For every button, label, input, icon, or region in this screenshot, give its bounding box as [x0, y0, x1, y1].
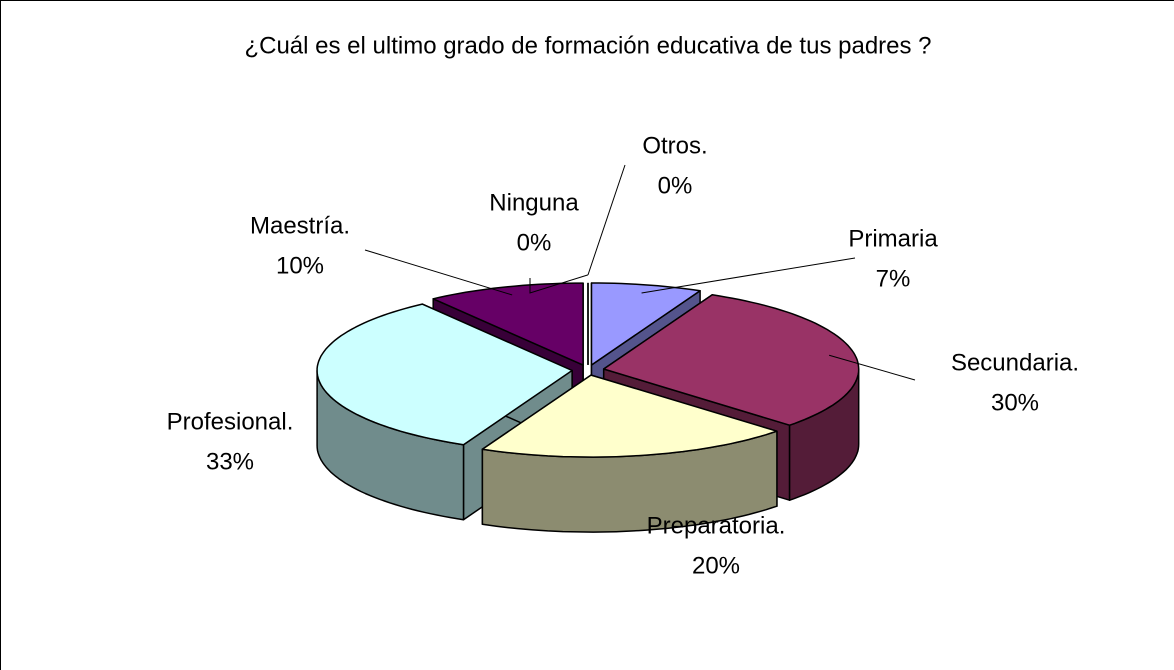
chart-title: ¿Cuál es el ultimo grado de formación ed… [244, 32, 931, 59]
slice-top [590, 282, 701, 366]
slice-value-label: 0% [517, 229, 552, 256]
slice-value-label: 20% [692, 552, 740, 579]
slice-top [316, 303, 573, 446]
slice-label: Profesional. [167, 408, 294, 435]
slice-top [481, 374, 778, 458]
slice-value-label: 0% [658, 172, 693, 199]
slice-value-label: 10% [276, 252, 324, 279]
slice-label: Primaria [848, 225, 938, 252]
slice-value-label: 7% [876, 265, 911, 292]
slice-label: Ninguna [489, 189, 579, 216]
slice-label: Maestría. [250, 212, 350, 239]
pie-slice [481, 374, 778, 533]
leader-line [641, 257, 856, 294]
leader-line [587, 164, 626, 276]
slice-label: Otros. [642, 132, 707, 159]
slice-label: Preparatoria. [647, 512, 786, 539]
slice-value-label: 30% [991, 389, 1039, 416]
leader-line [529, 274, 589, 294]
slice-top [602, 294, 860, 426]
leader-line [829, 354, 916, 381]
slice-value-label: 33% [206, 448, 254, 475]
slice-label: Secundaria. [951, 349, 1079, 376]
leader-line [364, 249, 513, 296]
